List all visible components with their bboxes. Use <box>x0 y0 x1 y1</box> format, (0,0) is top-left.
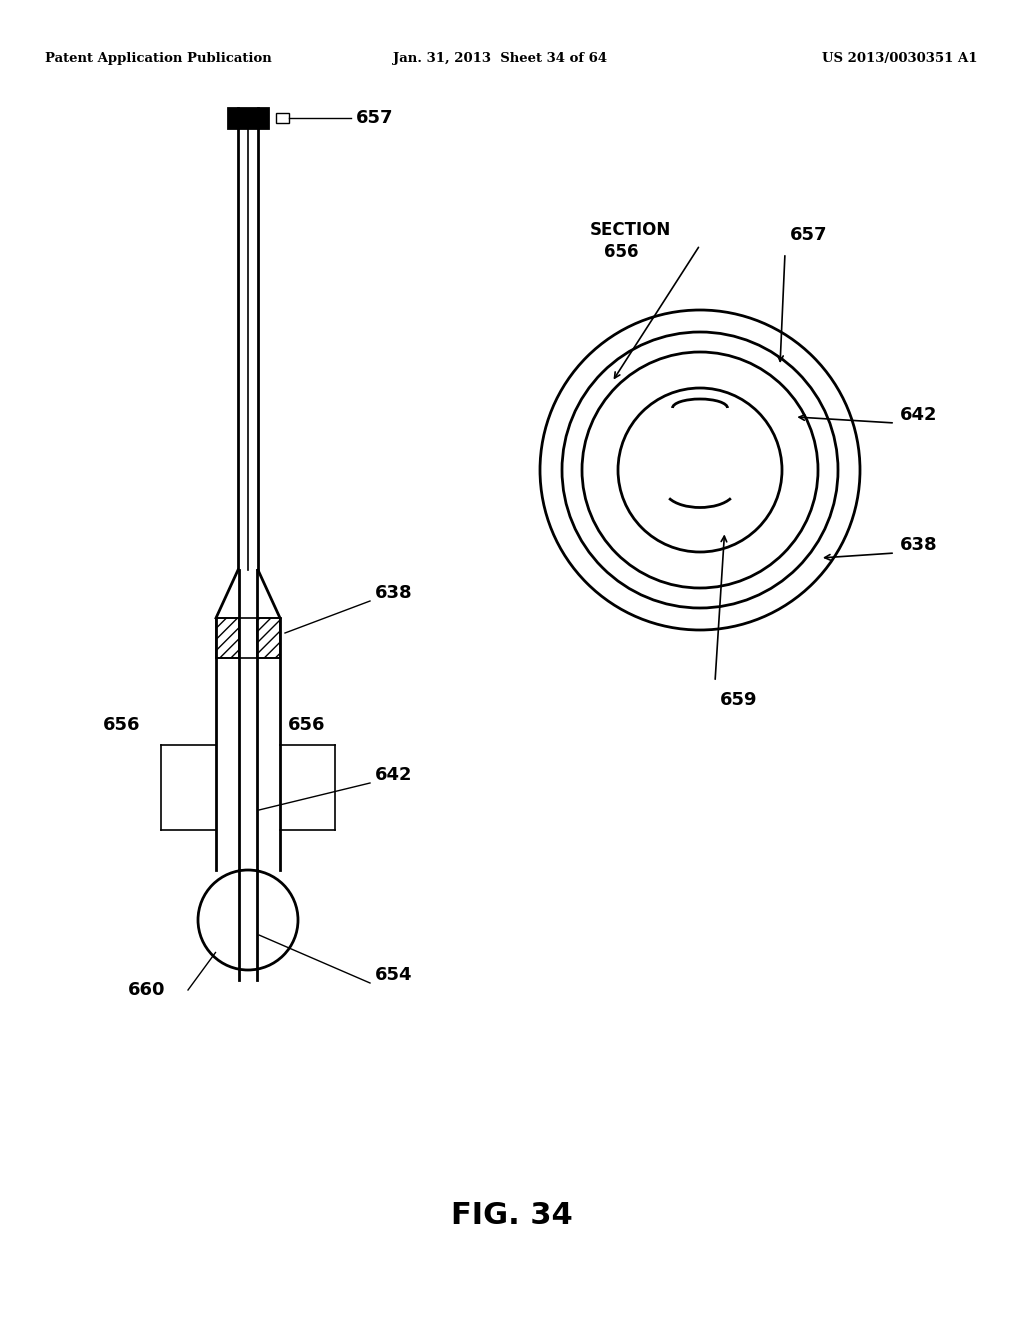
Circle shape <box>618 388 782 552</box>
Bar <box>216 618 239 657</box>
Text: 654: 654 <box>375 966 413 983</box>
Text: 660: 660 <box>128 981 166 999</box>
Text: SECTION: SECTION <box>590 220 672 239</box>
Text: 656: 656 <box>288 715 326 734</box>
Text: 657: 657 <box>356 110 393 127</box>
Text: 638: 638 <box>375 583 413 602</box>
Text: 642: 642 <box>375 766 413 784</box>
Text: US 2013/0030351 A1: US 2013/0030351 A1 <box>822 51 978 65</box>
Bar <box>276 114 289 123</box>
Circle shape <box>198 870 298 970</box>
Text: Jan. 31, 2013  Sheet 34 of 64: Jan. 31, 2013 Sheet 34 of 64 <box>393 51 607 65</box>
Text: 656: 656 <box>604 243 639 261</box>
Text: 659: 659 <box>720 690 758 709</box>
Circle shape <box>582 352 818 587</box>
Text: 638: 638 <box>900 536 938 554</box>
Bar <box>228 108 268 128</box>
Text: 657: 657 <box>790 226 827 244</box>
Circle shape <box>562 333 838 609</box>
Bar <box>257 618 280 657</box>
Circle shape <box>540 310 860 630</box>
Text: 642: 642 <box>900 407 938 424</box>
Text: 656: 656 <box>103 715 140 734</box>
Text: FIG. 34: FIG. 34 <box>452 1200 572 1229</box>
Text: Patent Application Publication: Patent Application Publication <box>45 51 271 65</box>
